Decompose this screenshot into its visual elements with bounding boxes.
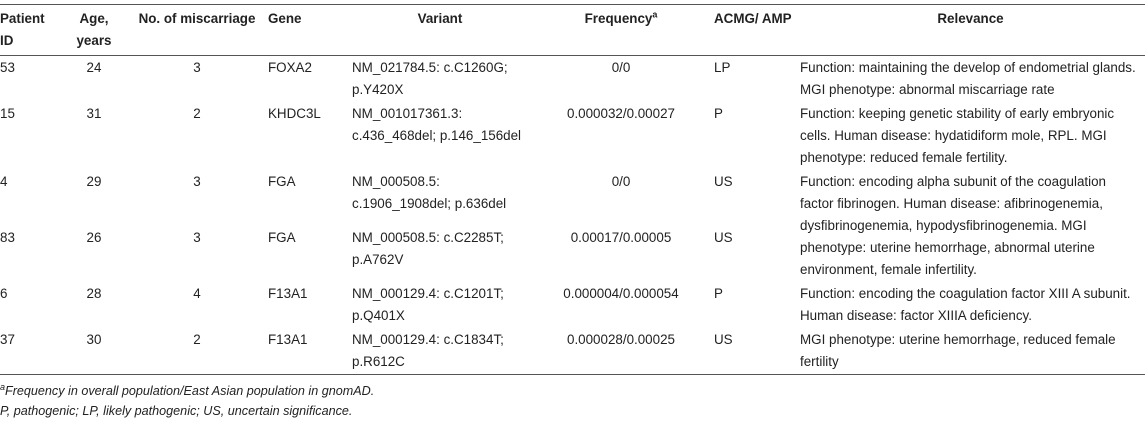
- cell: 6: [0, 286, 8, 301]
- cell: 3: [193, 174, 201, 189]
- cell: 0.000004/0.000054: [563, 286, 679, 301]
- cell: 3: [193, 230, 201, 245]
- cell: NM_001017361.3: c.436_468del; p.146_156d…: [352, 106, 522, 143]
- cell: 2: [193, 106, 201, 121]
- cell: US: [714, 332, 733, 347]
- cell: 83: [0, 230, 15, 245]
- column-header: Frequencya: [532, 5, 714, 56]
- footnotes: aFrequency in overall population/East As…: [0, 381, 1145, 421]
- cell: 0.000032/0.00027: [567, 106, 675, 121]
- cell: FGA: [268, 174, 296, 189]
- table-body: 53 24 3 FOXA2 NM_021784.5: c.C1260G; p.Y420X…: [0, 56, 1145, 375]
- cell: Function: encoding alpha subunit of the …: [800, 174, 1106, 277]
- cell: F13A1: [268, 332, 308, 347]
- cell: 28: [86, 286, 102, 301]
- header-text: Gene: [268, 11, 302, 26]
- header-text: Patient ID: [0, 11, 45, 48]
- cell: Function: encoding the coagulation facto…: [800, 286, 1131, 323]
- cell: 30: [86, 332, 102, 347]
- column-header: No. of miscarriage: [130, 5, 268, 56]
- cell: 37: [0, 332, 15, 347]
- header-text: Frequency: [584, 11, 653, 26]
- footnote: P, pathogenic; LP, likely pathogenic; US…: [0, 401, 1145, 421]
- header-row: Patient ID Age, years No. of miscarriage Ge…: [0, 4, 1145, 56]
- header-text: No. of miscarriage: [138, 11, 256, 26]
- cell: LP: [714, 60, 731, 75]
- column-header: ACMG/ AMP: [714, 5, 800, 56]
- column-header: Patient ID: [0, 5, 62, 56]
- cell: 31: [86, 106, 102, 121]
- header-text: Variant: [417, 11, 463, 26]
- header-text: ACMG/ AMP: [714, 11, 792, 26]
- cell: P: [714, 106, 723, 121]
- cell: US: [714, 174, 733, 189]
- cell: NM_000129.4: c.C1834T; p.R612C: [352, 332, 504, 369]
- footnote-text: P, pathogenic; LP, likely pathogenic; US…: [0, 404, 353, 418]
- cell: 24: [86, 60, 102, 75]
- cell: 26: [86, 230, 102, 245]
- column-header: Relevance: [800, 5, 1145, 56]
- table-row: 4 29 3 FGA NM_000508.5: c.1906_1908del; p.63…: [0, 170, 1145, 277]
- cell: FGA: [268, 230, 296, 245]
- header-text: Relevance: [937, 11, 1004, 26]
- column-header: Gene: [268, 5, 352, 56]
- cell: P: [714, 286, 723, 301]
- table-row: 15 31 2 KHDC3L NM_001017361.3: c.436_468del;…: [0, 102, 1145, 170]
- table-row: 83 26 3 FGA NM_000508.5: c.C2285T; p.A762V 0.…: [0, 226, 1145, 282]
- cell: MGI phenotype: uterine hemorrhage, reduc…: [800, 332, 1116, 369]
- cell: NM_000508.5: c.C2285T; p.A762V: [352, 230, 504, 267]
- table-row: 37 30 2 F13A1 NM_000129.4: c.C1834T; p.R612C…: [0, 328, 1145, 375]
- cell: 0.000028/0.00025: [567, 332, 675, 347]
- footnote: aFrequency in overall population/East As…: [0, 381, 1145, 401]
- cell: 2: [193, 332, 201, 347]
- cell: 0.00017/0.00005: [570, 230, 672, 245]
- cell: 4: [0, 174, 8, 189]
- cell: 53: [0, 60, 15, 75]
- cell: 4: [193, 286, 201, 301]
- table-row: 6 28 4 F13A1 NM_000129.4: c.C1201T; p.Q401X 0…: [0, 282, 1145, 328]
- cell: Function: keeping genetic stability of e…: [800, 106, 1115, 165]
- superscript: a: [0, 381, 6, 392]
- cell: Function: maintaining the develop of end…: [800, 60, 1136, 97]
- cell: KHDC3L: [268, 106, 321, 121]
- page: {"table": { "columns": [ {"text": "Patie…: [0, 4, 1145, 428]
- cell: F13A1: [268, 286, 308, 301]
- cell: 0/0: [611, 174, 631, 189]
- cell: 0/0: [611, 60, 631, 75]
- cell: NM_000508.5: c.1906_1908del; p.636del: [352, 174, 507, 211]
- footnote-text: Frequency in overall population/East Asi…: [5, 384, 375, 398]
- cell: 3: [193, 60, 201, 75]
- cell: NM_000129.4: c.C1201T; p.Q401X: [352, 286, 504, 323]
- superscript: a: [652, 9, 658, 20]
- column-header: Age, years: [62, 5, 130, 56]
- cell: NM_021784.5: c.C1260G; p.Y420X: [352, 60, 508, 97]
- cell: 29: [86, 174, 102, 189]
- header-text: Age, years: [76, 11, 112, 48]
- column-header: Variant: [352, 5, 532, 56]
- cell: US: [714, 230, 733, 245]
- cell: 15: [0, 106, 15, 121]
- table-row: 53 24 3 FOXA2 NM_021784.5: c.C1260G; p.Y420X…: [0, 56, 1145, 103]
- cell: FOXA2: [268, 60, 312, 75]
- variant-table: Patient ID Age, years No. of miscarriage Ge…: [0, 4, 1145, 375]
